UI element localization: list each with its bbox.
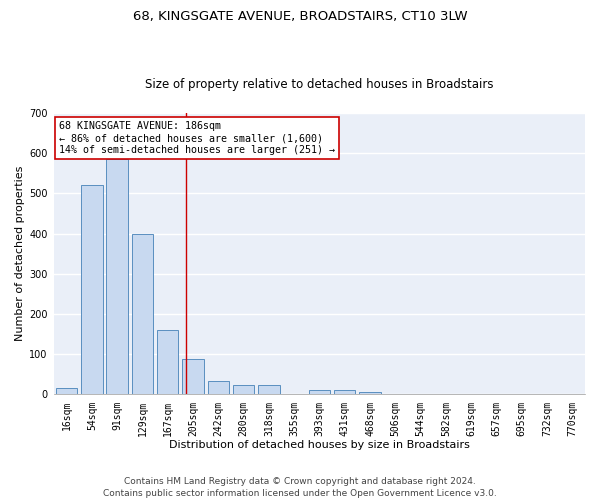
Bar xyxy=(106,159,128,394)
Text: 68, KINGSGATE AVENUE, BROADSTAIRS, CT10 3LW: 68, KINGSGATE AVENUE, BROADSTAIRS, CT10 … xyxy=(133,10,467,23)
Text: 68 KINGSGATE AVENUE: 186sqm
← 86% of detached houses are smaller (1,600)
14% of : 68 KINGSGATE AVENUE: 186sqm ← 86% of det… xyxy=(59,122,335,154)
Bar xyxy=(56,388,77,394)
X-axis label: Distribution of detached houses by size in Broadstairs: Distribution of detached houses by size … xyxy=(169,440,470,450)
Bar xyxy=(157,330,178,394)
Title: Size of property relative to detached houses in Broadstairs: Size of property relative to detached ho… xyxy=(145,78,494,91)
Bar xyxy=(258,385,280,394)
Bar xyxy=(359,392,381,394)
Bar xyxy=(182,360,204,394)
Bar xyxy=(233,385,254,394)
Bar xyxy=(131,234,153,394)
Bar xyxy=(208,381,229,394)
Bar xyxy=(81,186,103,394)
Bar xyxy=(309,390,330,394)
Text: Contains HM Land Registry data © Crown copyright and database right 2024.
Contai: Contains HM Land Registry data © Crown c… xyxy=(103,476,497,498)
Y-axis label: Number of detached properties: Number of detached properties xyxy=(15,166,25,342)
Bar xyxy=(334,390,355,394)
